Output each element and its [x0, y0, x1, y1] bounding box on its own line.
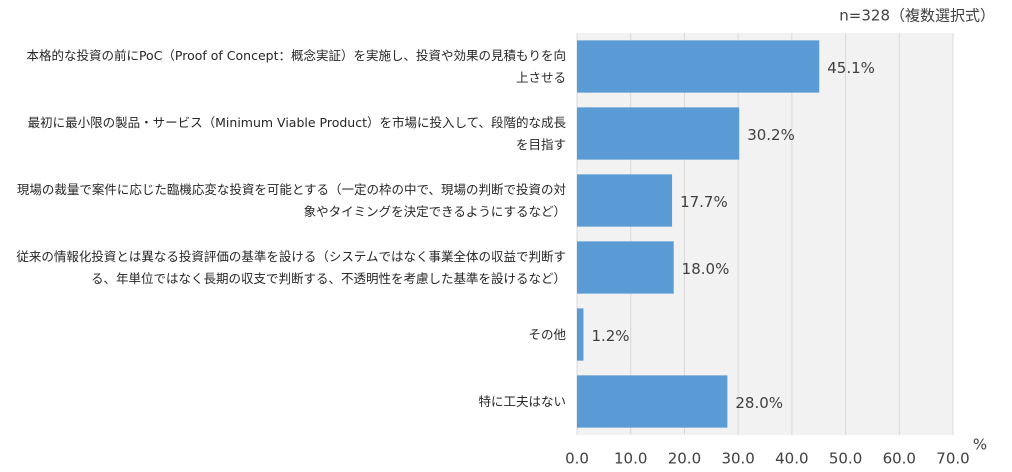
axis-unit: %	[973, 436, 987, 454]
bar	[577, 375, 728, 428]
x-tick-label: 10.0	[614, 450, 647, 468]
bar	[577, 174, 673, 227]
bar	[577, 107, 740, 160]
value-label: 30.2%	[747, 126, 795, 144]
x-tick-label: 60.0	[883, 450, 916, 468]
category-label: 現場の裁量で案件に応じた臨機応変な投資を可能とする（一定の枠の中で、現場の判断で…	[16, 181, 566, 219]
category-label: 従来の情報化投資とは異なる投資評価の基準を設ける（システムではなく事業全体の収益…	[16, 248, 566, 286]
category-label: 本格的な投資の前にPoC（Proof of Concept：概念実証）を実施し、…	[26, 47, 566, 85]
category-label: 最初に最小限の製品・サービス（Minimum Viable Product）を市…	[27, 114, 566, 152]
x-tick-label: 30.0	[721, 450, 754, 468]
x-tick-label: 70.0	[936, 450, 969, 468]
x-tick-label: 0.0	[565, 450, 589, 468]
value-label: 17.7%	[680, 193, 728, 211]
x-tick-label: 50.0	[829, 450, 862, 468]
category-label: 特に工夫はない	[478, 393, 566, 409]
bar	[577, 308, 584, 361]
bar	[577, 40, 820, 93]
value-label: 1.2%	[591, 327, 629, 345]
value-label: 28.0%	[735, 394, 783, 412]
value-label: 45.1%	[827, 59, 875, 77]
x-tick-label: 20.0	[668, 450, 701, 468]
x-tick-label: 40.0	[775, 450, 808, 468]
bar	[577, 241, 674, 294]
category-label: その他	[528, 326, 566, 342]
plot-area	[577, 33, 953, 435]
sample-note: n=328（複数選択式）	[839, 7, 995, 25]
value-label: 18.0%	[682, 260, 730, 278]
